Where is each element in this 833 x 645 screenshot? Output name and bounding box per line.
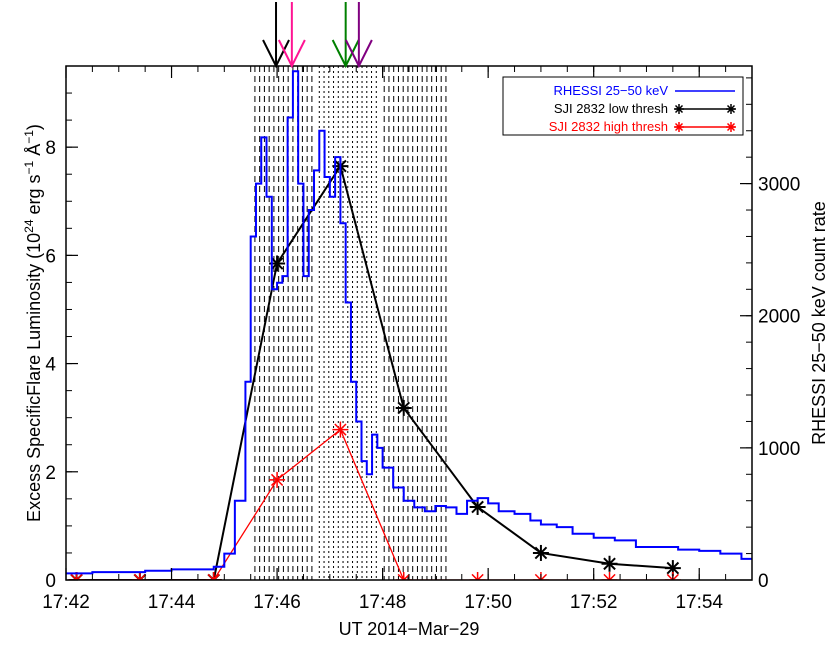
series-line <box>76 428 673 580</box>
x-tick-label: 17:52 <box>570 592 618 613</box>
y-right-axis-title: RHESSI 25−50 keV count rate <box>809 201 829 445</box>
x-tick-label: 17:46 <box>253 592 301 613</box>
marker-stroke <box>534 546 548 560</box>
y-left-tick-label: 6 <box>45 246 56 267</box>
asterisk-marker <box>205 572 222 580</box>
x-axis-title: UT 2014−Mar−29 <box>339 619 480 639</box>
arrow-head <box>344 39 373 69</box>
marker-stroke <box>476 573 484 580</box>
asterisk-marker <box>68 572 85 580</box>
plot-area <box>66 66 752 580</box>
marker-stroke <box>471 500 484 514</box>
legend-label: RHESSI 25−50 keV <box>553 83 668 98</box>
y-right-tick-label: 3000 <box>758 175 800 196</box>
marker-stroke <box>70 573 78 580</box>
legend: RHESSI 25−50 keV SJI 2832 low thresh SJI 2… <box>502 76 744 136</box>
y-left-tick-label: 4 <box>45 355 56 376</box>
y-left-title-superscript: −1 <box>22 160 36 174</box>
arrow-head <box>262 39 290 69</box>
asterisk-marker <box>601 555 618 572</box>
legend-marker-stroke <box>674 122 684 132</box>
asterisk-marker <box>131 572 148 580</box>
legend-marker-stroke <box>674 104 684 114</box>
y-left-title-part: Excess SpecificFlare Luminosity (10 <box>24 233 44 522</box>
time-marker-arrow <box>331 2 360 69</box>
marker-stroke <box>603 573 611 580</box>
time-marker-arrow <box>262 2 290 69</box>
marker-stroke <box>608 573 616 580</box>
asterisk-marker <box>395 572 412 580</box>
axes: 17:42 17:44 17:46 17:48 17:50 17:52 17:5402468… <box>22 2 829 639</box>
marker-stroke <box>133 573 141 580</box>
series-line <box>76 163 673 580</box>
asterisk-marker <box>532 544 549 561</box>
y-left-title-superscript: −1 <box>22 130 36 144</box>
marker-stroke <box>75 573 83 580</box>
marker-stroke <box>270 257 284 270</box>
marker-stroke <box>539 573 548 580</box>
y-left-axis-title: Excess SpecificFlare Luminosity (1024 er… <box>22 124 44 522</box>
legend-marker-stroke <box>726 122 736 132</box>
asterisk-marker <box>269 471 286 488</box>
marker-stroke <box>270 473 284 487</box>
asterisk-marker <box>269 255 286 272</box>
marker-stroke <box>334 423 347 436</box>
y-left-title-part: erg s <box>24 174 44 219</box>
asterisk-marker <box>469 498 486 515</box>
legend-label: SJI 2832 low thresh <box>554 101 668 116</box>
y-left-title-superscript: 24 <box>22 219 36 233</box>
asterisk-marker <box>469 572 486 580</box>
y-right-tick-label: 1000 <box>758 439 800 460</box>
x-tick-label: 17:42 <box>42 592 90 613</box>
y-left-tick-label: 0 <box>45 571 56 592</box>
marker-stroke <box>603 557 616 571</box>
time-marker-arrow <box>277 2 306 69</box>
marker-stroke <box>534 573 542 580</box>
y-right-tick-label: 2000 <box>758 307 800 328</box>
y-right-tick-label: 0 <box>758 571 769 592</box>
y-left-tick-label: 8 <box>45 138 56 159</box>
marker-stroke <box>397 573 405 580</box>
marker-stroke <box>671 573 679 580</box>
marker-stroke <box>397 401 411 415</box>
asterisk-marker <box>601 572 618 580</box>
x-tick-label: 17:50 <box>464 592 512 613</box>
x-tick-label: 17:44 <box>148 592 196 613</box>
y-left-title-part: Å <box>24 144 44 161</box>
plot-frame <box>65 65 753 581</box>
x-tick-label: 17:54 <box>675 592 723 613</box>
marker-stroke <box>471 573 479 580</box>
y-left-tick-label: 2 <box>45 463 56 484</box>
time-marker-arrow <box>344 2 373 69</box>
marker-stroke <box>666 561 680 575</box>
marker-stroke <box>666 573 674 580</box>
legend-label: SJI 2832 high thresh <box>549 119 668 134</box>
marker-stroke <box>207 573 215 580</box>
legend-marker-stroke <box>726 104 736 114</box>
legend-box <box>502 76 744 136</box>
y-left-title-part: ) <box>24 124 44 130</box>
x-tick-label: 17:48 <box>359 592 407 613</box>
rhessi-step-line <box>66 70 752 575</box>
asterisk-marker <box>332 421 349 438</box>
arrow-head <box>277 39 306 69</box>
marker-stroke <box>212 573 220 580</box>
arrow-head <box>331 39 360 69</box>
marker-stroke <box>138 573 147 580</box>
marker-stroke <box>402 573 410 580</box>
asterisk-marker <box>395 399 412 416</box>
